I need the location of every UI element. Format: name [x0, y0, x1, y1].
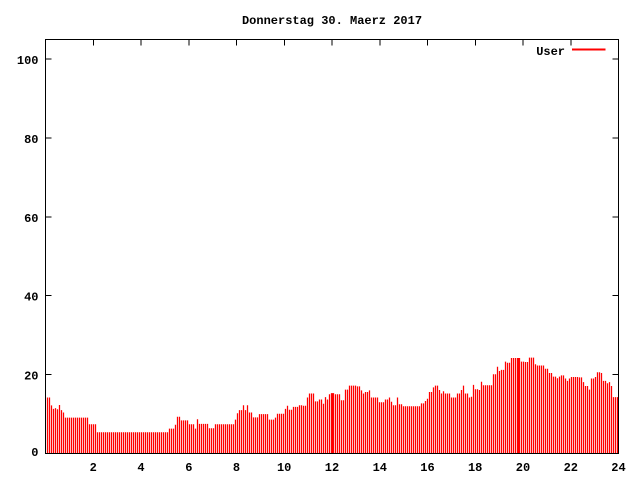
svg-text:0: 0	[31, 446, 38, 460]
svg-text:100: 100	[17, 54, 39, 68]
svg-text:60: 60	[24, 212, 38, 226]
svg-text:16: 16	[420, 461, 434, 475]
svg-text:18: 18	[468, 461, 482, 475]
svg-text:40: 40	[24, 291, 38, 305]
svg-text:12: 12	[325, 461, 339, 475]
svg-text:8: 8	[233, 461, 240, 475]
svg-text:6: 6	[185, 461, 192, 475]
svg-text:20: 20	[516, 461, 530, 475]
svg-text:80: 80	[24, 133, 38, 147]
svg-text:2: 2	[90, 461, 97, 475]
svg-text:22: 22	[564, 461, 578, 475]
svg-text:20: 20	[24, 370, 38, 384]
svg-text:14: 14	[373, 461, 387, 475]
svg-text:10: 10	[277, 461, 291, 475]
svg-text:Donnerstag 30. Maerz 2017: Donnerstag 30. Maerz 2017	[242, 14, 422, 28]
svg-text:4: 4	[137, 461, 144, 475]
svg-text:User: User	[536, 45, 565, 59]
svg-text:24: 24	[611, 461, 625, 475]
